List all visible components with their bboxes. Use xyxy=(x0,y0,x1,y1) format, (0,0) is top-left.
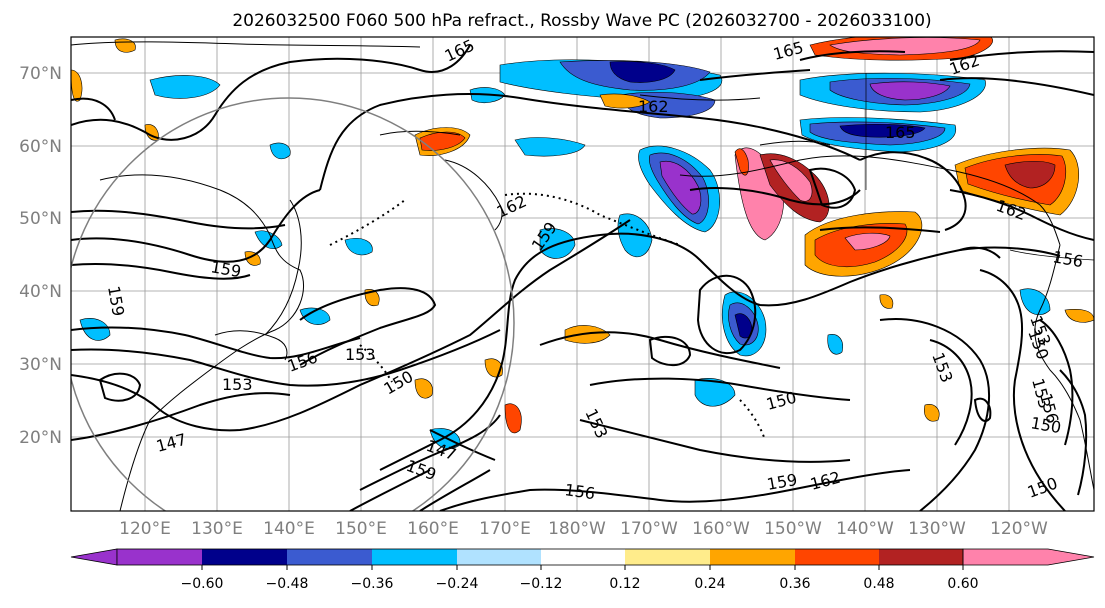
lon-label: 170°W xyxy=(620,519,678,539)
lon-label: 130°W xyxy=(908,519,966,539)
map-frame xyxy=(70,36,1095,512)
colorbar-tick-label: −0.24 xyxy=(436,576,479,592)
map-title: 2026032500 F060 500 hPa refract., Rossby… xyxy=(232,11,931,31)
contour-label: 153 xyxy=(345,345,376,364)
lat-label: 60°N xyxy=(19,137,62,157)
contour-label: 162 xyxy=(638,97,669,116)
colorbar-tick-label: −0.60 xyxy=(181,576,224,592)
colorbar-swatch xyxy=(372,549,457,565)
colorbar-swatch xyxy=(457,549,541,565)
colorbar-swatch xyxy=(541,549,625,565)
lat-label: 40°N xyxy=(19,282,62,302)
colorbar-tick-labels: −0.60 −0.48 −0.36 −0.24 −0.12 0.12 0.24 … xyxy=(181,576,979,592)
contour-label: 165 xyxy=(885,123,916,142)
lat-label: 20°N xyxy=(19,428,62,448)
colorbar-extend-min xyxy=(70,548,118,566)
colorbar-swatch xyxy=(625,549,710,565)
island-chains xyxy=(329,192,766,441)
lat-label: 50°N xyxy=(19,209,62,229)
colorbar-swatch xyxy=(710,549,795,565)
colorbar-tick-label: 0.12 xyxy=(609,576,640,592)
colorbar-tick-label: 0.24 xyxy=(694,576,725,592)
colorbar-swatch xyxy=(202,549,287,565)
lon-label: 120°E xyxy=(119,519,171,539)
lon-label: 160°E xyxy=(407,519,459,539)
lat-label: 70°N xyxy=(19,64,62,84)
lon-label: 150°W xyxy=(764,519,822,539)
lat-label: 30°N xyxy=(19,355,62,375)
contour-label: 156 xyxy=(563,480,596,503)
colorbar-swatch xyxy=(879,549,963,565)
colorbar-swatch xyxy=(287,549,372,565)
map-plot-area: 165 165 162 162 165 162 162 159 159 159 … xyxy=(71,37,1094,511)
lon-label: 170°E xyxy=(479,519,531,539)
colorbar-ticks xyxy=(201,565,964,570)
height-contours xyxy=(71,44,1094,511)
colorbar-tick-label: 0.60 xyxy=(947,576,978,592)
colorbar-swatch xyxy=(117,549,202,565)
colorbar-tick-label: −0.36 xyxy=(351,576,394,592)
lon-label: 140°E xyxy=(263,519,315,539)
colorbar-tick-label: −0.48 xyxy=(266,576,309,592)
colorbar-tick-label: 0.48 xyxy=(863,576,894,592)
lon-label: 140°W xyxy=(836,519,894,539)
lon-label: 160°W xyxy=(692,519,750,539)
lon-label: 130°E xyxy=(191,519,243,539)
colorbar-swatch xyxy=(795,549,879,565)
latitude-labels: 70°N 60°N 50°N 40°N 30°N 20°N xyxy=(19,64,62,448)
colorbar: −0.60 −0.48 −0.36 −0.24 −0.12 0.12 0.24 … xyxy=(70,548,1095,592)
colorbar-tick-label: −0.12 xyxy=(520,576,563,592)
contour-label: 153 xyxy=(222,375,253,394)
lon-label: 180°W xyxy=(548,519,606,539)
colorbar-extend-max xyxy=(962,548,1095,566)
lon-label: 150°E xyxy=(335,519,387,539)
colorbar-tick-label: 0.36 xyxy=(779,576,810,592)
lon-label: 120°W xyxy=(990,519,1048,539)
reference-circle xyxy=(71,97,515,511)
longitude-labels: 120°E 130°E 140°E 150°E 160°E 170°E 180°… xyxy=(119,519,1048,539)
coastlines xyxy=(71,41,1094,511)
